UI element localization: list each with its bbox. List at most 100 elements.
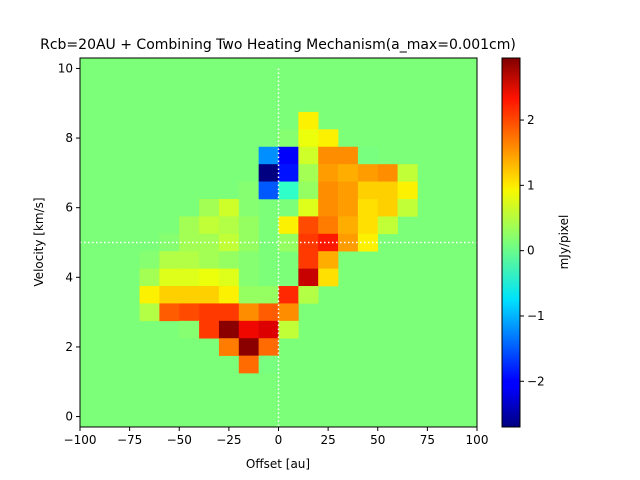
colorbar-label: mJy/pixel	[557, 215, 571, 270]
heatmap-cell	[199, 320, 220, 339]
heatmap-cell	[199, 286, 220, 304]
heatmap-cell	[298, 146, 319, 165]
heatmap-cell	[377, 164, 398, 182]
colorbar	[501, 57, 521, 428]
heatmap-cell	[258, 164, 279, 182]
heatmap-cell	[159, 268, 180, 287]
heatmap-cell	[397, 164, 418, 182]
heatmap-cell	[278, 303, 299, 322]
heatmap-cell	[238, 216, 259, 235]
heatmap-cell	[218, 268, 240, 287]
heatmap-cell	[298, 111, 319, 130]
heatmap-cell	[258, 146, 279, 165]
heatmap-cell	[258, 355, 279, 374]
heatmap-cell	[278, 146, 299, 165]
heatmap-cell	[338, 164, 359, 182]
y-axis-label: Velocity [km/s]	[32, 197, 46, 286]
heatmap-cell	[179, 251, 200, 269]
heatmap-cell	[357, 146, 379, 165]
heatmap-cell	[278, 286, 299, 304]
x-tick-label: 75	[420, 433, 435, 447]
heatmap-cell	[179, 320, 200, 339]
x-axis-label: Offset [au]	[246, 457, 310, 471]
heatmap-cell	[139, 251, 160, 269]
heatmap-cell	[357, 233, 379, 252]
heatmap-cell	[298, 129, 319, 148]
heatmap-cell	[298, 198, 319, 217]
heatmap-cell	[159, 286, 180, 304]
heatmap-cell	[199, 216, 220, 235]
heatmap-cell	[357, 198, 379, 217]
y-axis-ticks: 0 2 4 6 8 10	[58, 61, 80, 424]
heatmap-cell	[318, 251, 339, 269]
heatmap-cell	[218, 320, 240, 339]
heatmap-cell	[238, 355, 259, 374]
heatmap-cell	[397, 181, 418, 200]
x-axis-ticks: −100 −75 −50 −25 0 25 50 75 100	[64, 427, 489, 447]
colorbar-ticks: −2 −1 0 1 2	[520, 113, 545, 388]
heatmap-cell	[179, 268, 200, 287]
heatmap-cell	[199, 198, 220, 217]
x-tick-label: 100	[466, 433, 489, 447]
colorbar-tick-label: −2	[527, 374, 545, 388]
x-tick-label: 25	[320, 433, 335, 447]
colorbar-tick-label: 1	[527, 178, 535, 192]
heatmap-cell	[199, 268, 220, 287]
heatmap-cell	[338, 198, 359, 217]
heatmap-cell	[218, 303, 240, 322]
heatmap-cell	[238, 251, 259, 269]
heatmap-cell	[218, 286, 240, 304]
heatmap-cell	[218, 216, 240, 235]
x-tick-label: −50	[167, 433, 192, 447]
heatmap-cell	[338, 181, 359, 200]
heatmap-cell	[318, 164, 339, 182]
heatmap-cell	[238, 338, 259, 356]
x-tick-label: 50	[370, 433, 385, 447]
heatmap-cell	[238, 286, 259, 304]
heatmap-cell	[159, 303, 180, 322]
heatmap-cell	[318, 146, 339, 165]
heatmap-cell	[179, 303, 200, 322]
heatmap-cell	[139, 268, 160, 287]
y-tick-label: 6	[65, 201, 73, 215]
heatmap-cell	[278, 181, 299, 200]
heatmap-cell	[338, 216, 359, 235]
heatmap-cell	[298, 164, 319, 182]
x-tick-label: −75	[117, 433, 142, 447]
heatmap-cell	[238, 268, 259, 287]
y-tick-label: 10	[58, 61, 73, 75]
heatmap-cell	[218, 251, 240, 269]
heatmap-cell	[357, 181, 379, 200]
y-tick-label: 4	[65, 270, 73, 284]
x-tick-label: 0	[275, 433, 283, 447]
heatmap-cell	[377, 181, 398, 200]
heatmap-cell	[278, 216, 299, 235]
heatmap-cell	[179, 216, 200, 235]
heatmap-cells	[139, 111, 418, 374]
heatmap-cell	[258, 320, 279, 339]
heatmap-cell	[199, 251, 220, 269]
heatmap-cell	[199, 303, 220, 322]
heatmap-cell	[139, 303, 160, 322]
heatmap-cell	[238, 181, 259, 200]
colorbar-tick-label: −1	[527, 309, 545, 323]
heatmap-cell	[357, 216, 379, 235]
heatmap-cell	[258, 338, 279, 356]
heatmap-cell	[318, 129, 339, 148]
heatmap-cell	[318, 181, 339, 200]
heatmap-cell	[377, 216, 398, 235]
heatmap-cell	[179, 286, 200, 304]
heatmap-cell	[318, 198, 339, 217]
x-tick-label: −25	[216, 433, 241, 447]
heatmap-cell	[298, 251, 319, 269]
heatmap-cell	[238, 320, 259, 339]
heatmap-cell	[377, 198, 398, 217]
heatmap-cell	[318, 216, 339, 235]
heatmap-cell	[357, 164, 379, 182]
heatmap-cell	[258, 181, 279, 200]
x-tick-label: −100	[64, 433, 97, 447]
heatmap-cell	[397, 198, 418, 217]
heatmap-cell	[258, 303, 279, 322]
heatmap-cell	[298, 216, 319, 235]
